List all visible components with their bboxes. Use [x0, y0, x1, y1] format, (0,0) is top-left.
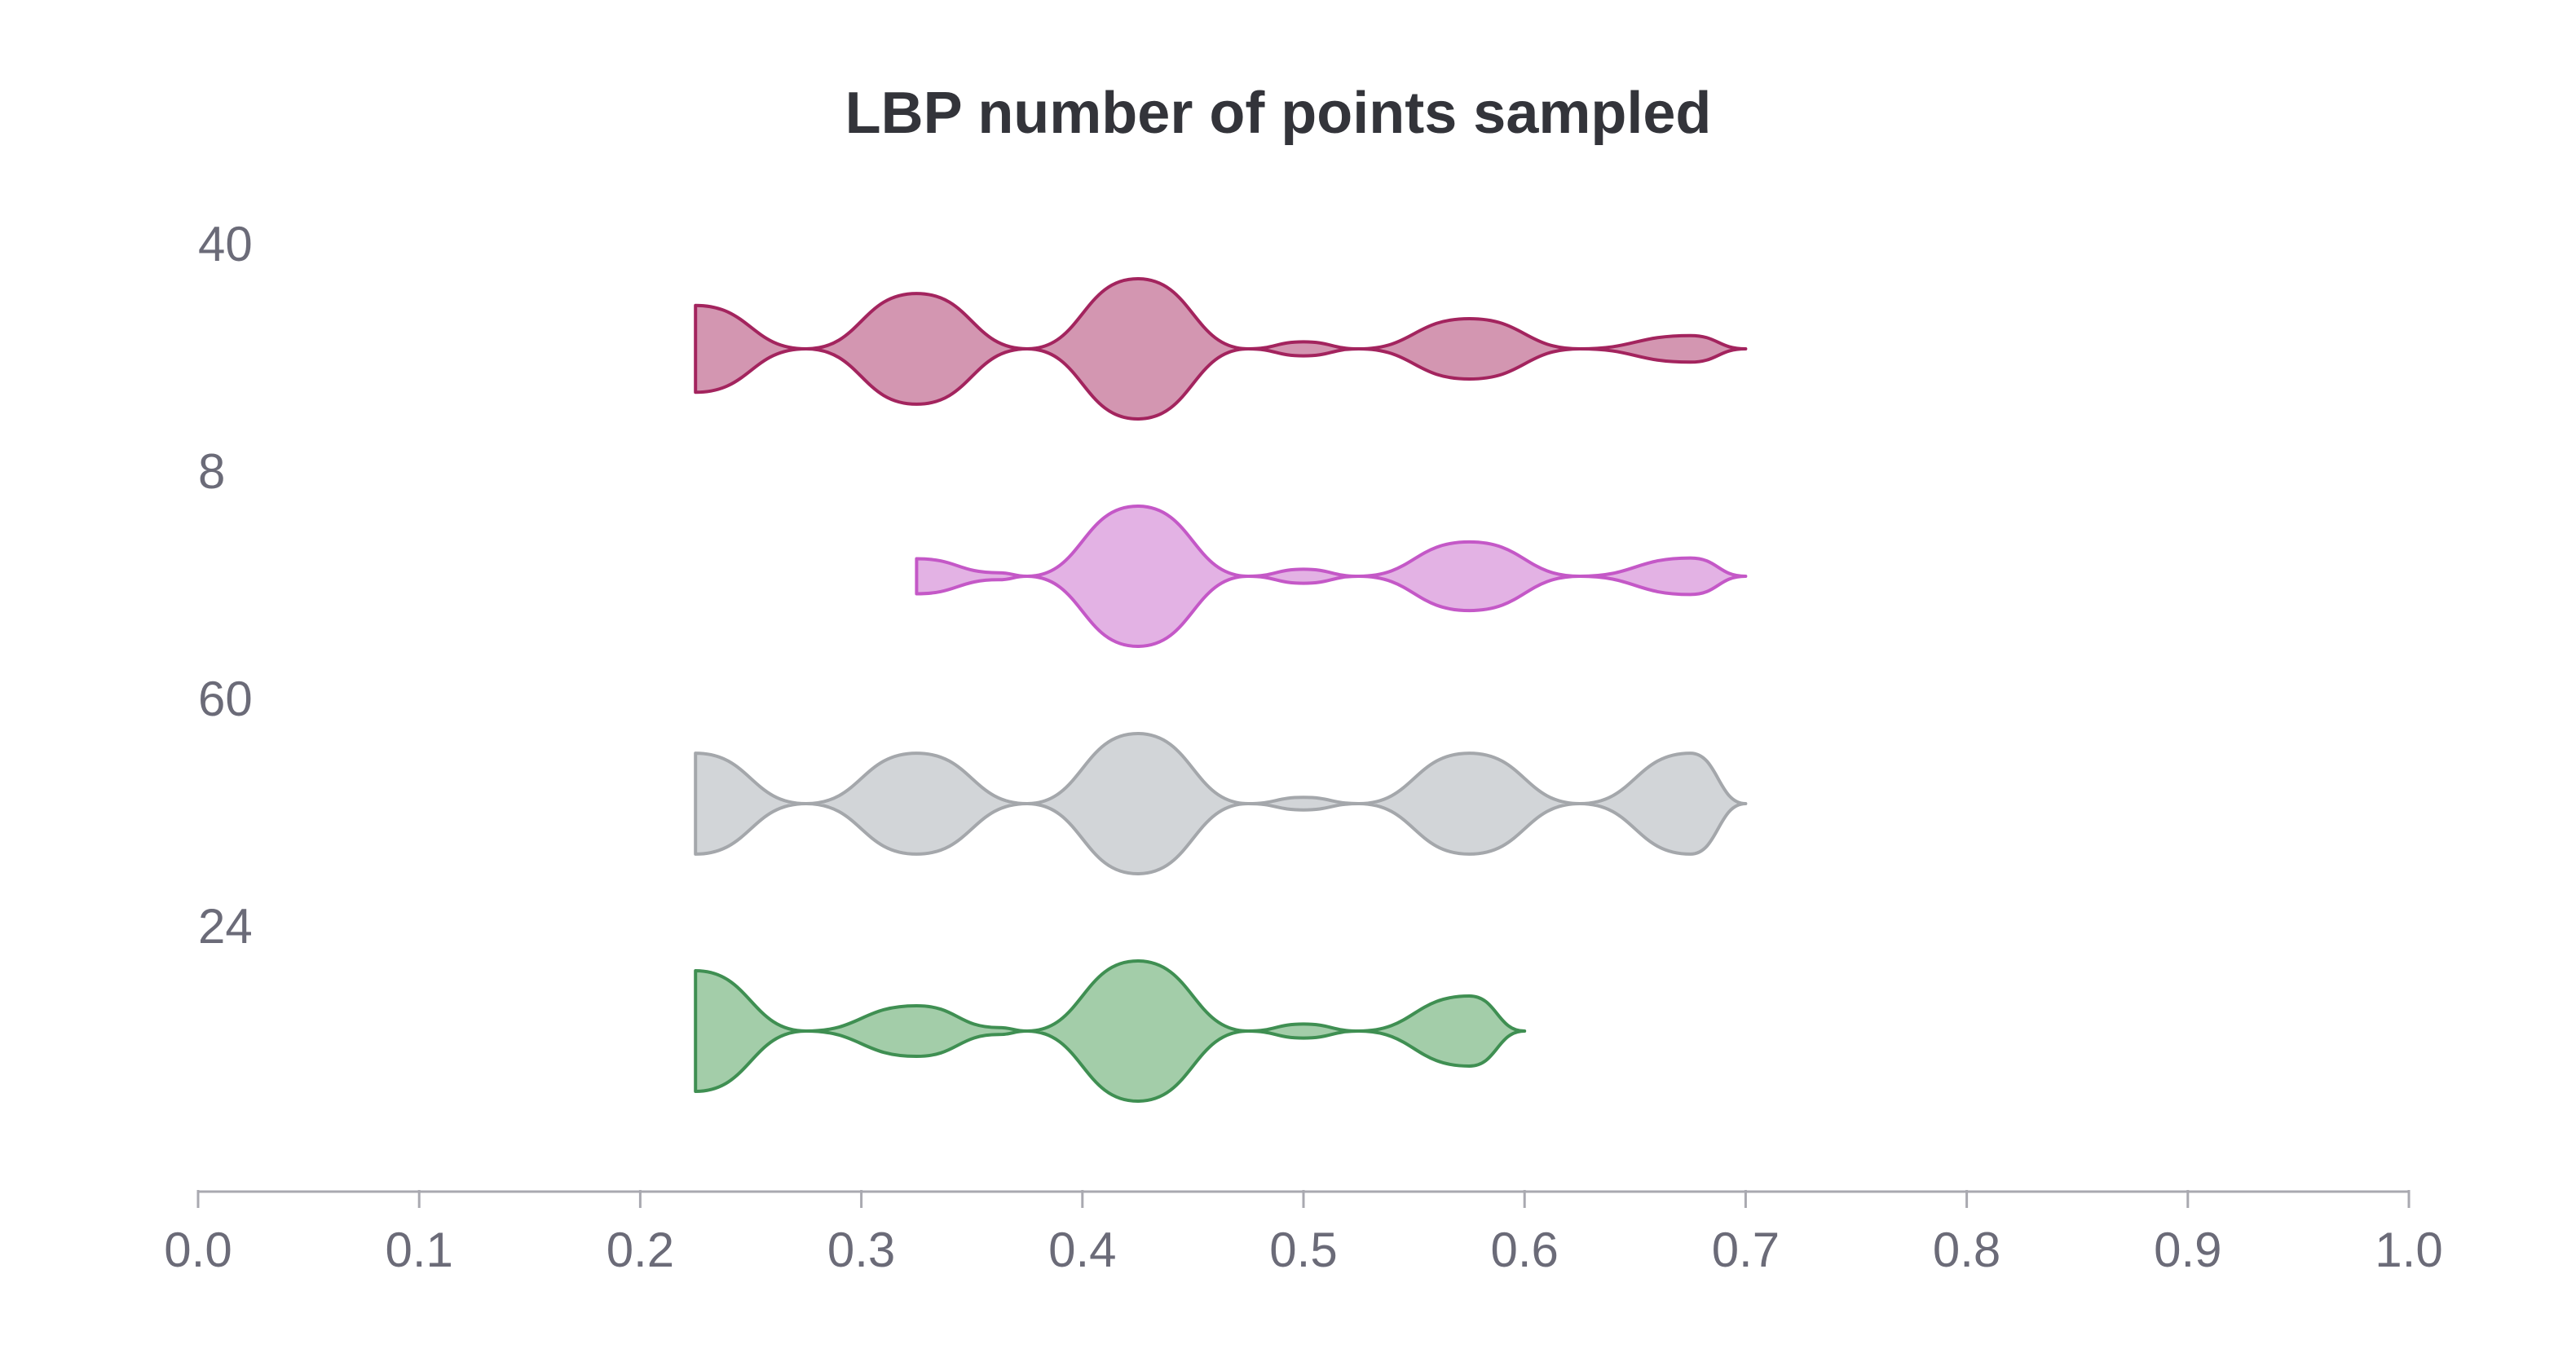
x-tick-label: 1.0 [2375, 1223, 2442, 1277]
x-tick-label: 0.5 [1269, 1223, 1337, 1277]
x-tick-label: 0.3 [827, 1223, 895, 1277]
violin-24 [694, 959, 1527, 1103]
x-tick-label: 0.8 [1933, 1223, 2000, 1277]
x-tick-label: 0.4 [1048, 1223, 1116, 1277]
x-tick-label: 0.9 [2154, 1223, 2221, 1277]
x-tick-label: 0.0 [164, 1223, 232, 1277]
x-tick-label: 0.2 [607, 1223, 674, 1277]
violin-group [694, 277, 1748, 1103]
category-label: 60 [198, 672, 253, 726]
category-label: 8 [198, 444, 225, 499]
category-labels: 40 8 60 24 [198, 217, 253, 954]
category-label: 24 [198, 899, 253, 954]
x-tick-label: 0.1 [385, 1223, 452, 1277]
chart-title: LBP number of points sampled [845, 81, 1712, 146]
violin-40 [694, 277, 1748, 421]
violin-8 [915, 505, 1748, 648]
violin-60 [694, 732, 1748, 875]
category-label: 40 [198, 217, 253, 271]
x-tick-label: 0.7 [1712, 1223, 1780, 1277]
x-axis: 0.0 0.1 0.2 0.3 0.4 0.5 0.6 0.7 0.8 0.9 1.0 [164, 1190, 2443, 1277]
x-tick-label: 0.6 [1490, 1223, 1558, 1277]
